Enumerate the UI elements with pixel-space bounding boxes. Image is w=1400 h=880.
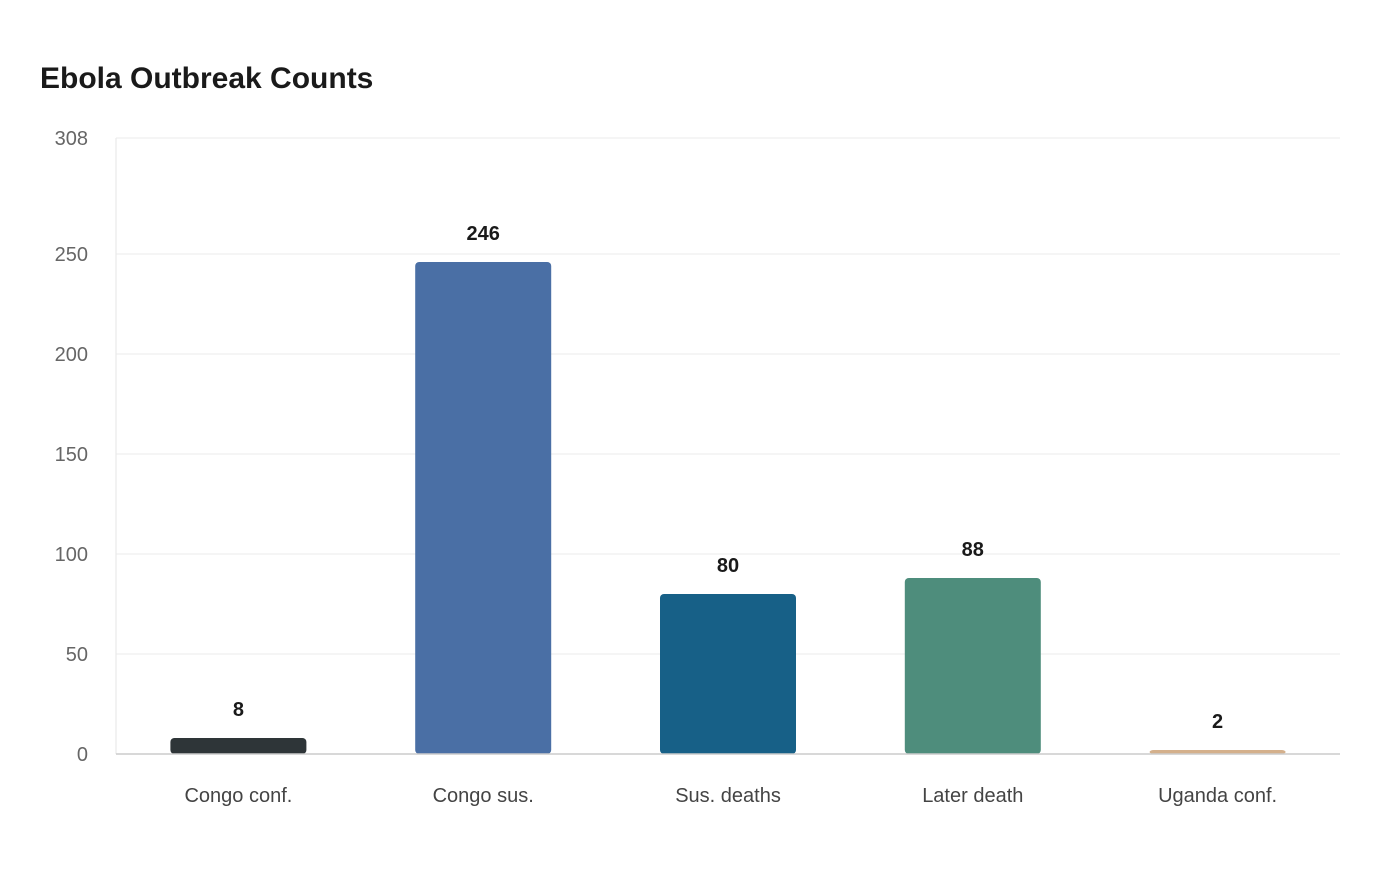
bar-congo-conf — [170, 738, 307, 754]
bar-uganda-conf — [1149, 750, 1286, 754]
y-tick-label: 200 — [55, 344, 88, 366]
y-tick-label: 308 — [55, 128, 88, 150]
bar-sus-deaths — [660, 594, 796, 754]
bars — [170, 262, 1286, 754]
bar-later-death — [904, 578, 1041, 754]
y-tick-label: 250 — [55, 244, 88, 266]
y-tick-label: 0 — [77, 744, 88, 766]
data-label: 246 — [467, 223, 500, 245]
data-label: 8 — [233, 699, 244, 721]
y-tick-label: 100 — [55, 544, 88, 566]
x-tick-label: Later death — [922, 785, 1023, 807]
data-label: 88 — [962, 539, 984, 561]
x-tick-label: Uganda conf. — [1158, 785, 1277, 807]
x-tick-label: Congo sus. — [433, 785, 534, 807]
y-tick-label: 50 — [66, 644, 88, 666]
x-tick-label: Sus. deaths — [675, 785, 781, 807]
y-axis: 0 50 100 150 200 250 308 — [55, 128, 117, 766]
data-labels: 8 246 80 88 2 — [233, 223, 1223, 733]
gridlines — [116, 137, 1340, 655]
x-axis: Congo conf. Congo sus. Sus. deaths Later de… — [116, 753, 1340, 807]
data-label: 80 — [717, 555, 739, 577]
data-label: 2 — [1212, 711, 1223, 733]
chart-title: Ebola Outbreak Counts — [40, 62, 374, 95]
bar-congo-sus — [415, 262, 552, 754]
x-tick-label: Congo conf. — [184, 785, 292, 807]
y-tick-label: 150 — [55, 444, 88, 466]
